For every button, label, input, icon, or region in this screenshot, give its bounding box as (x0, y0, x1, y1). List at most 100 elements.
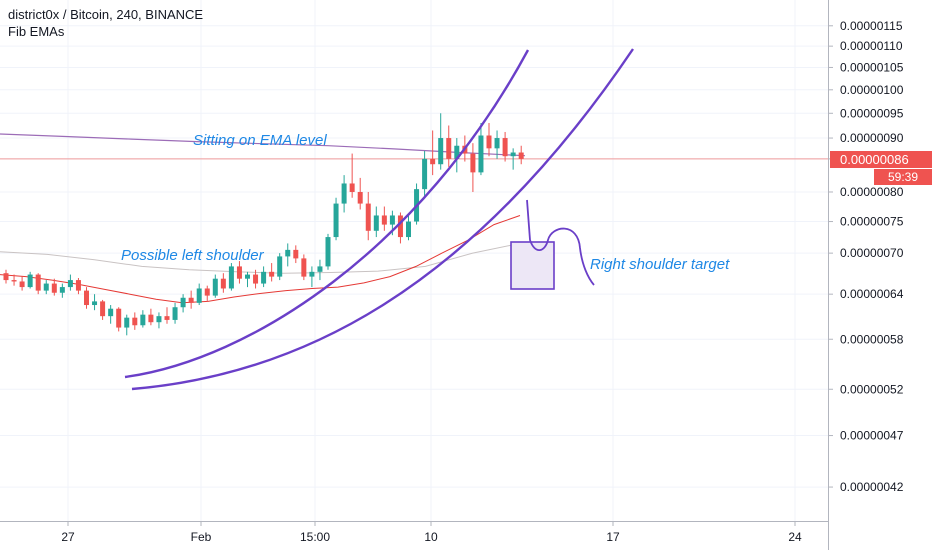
candle-body (285, 249, 291, 257)
candle-body (397, 215, 403, 238)
candle (156, 312, 162, 329)
candle-body (220, 278, 226, 289)
candle-body (148, 314, 154, 323)
upper-parabolic-curve[interactable] (124, 49, 530, 379)
candle (269, 263, 275, 282)
candle-body (188, 297, 194, 303)
candle (84, 287, 89, 309)
candle-body (518, 152, 524, 159)
candle-body (486, 135, 492, 149)
candle (3, 269, 9, 284)
y-tick-label: 0.00000070 (840, 246, 904, 260)
y-tick-label: 0.00000100 (840, 83, 904, 97)
candle (454, 138, 460, 173)
candle-body (261, 271, 267, 284)
candle-body (373, 215, 379, 231)
candle (478, 123, 484, 176)
candlesticks (3, 113, 524, 336)
candle-body (59, 287, 65, 293)
candle-body (212, 278, 218, 296)
candle-body (325, 237, 331, 267)
candle-body (164, 316, 170, 320)
candle-body (341, 183, 347, 204)
candle-body (116, 308, 122, 328)
candle-body (236, 266, 242, 279)
current-price-label: 0.00000086 (830, 150, 932, 168)
projected-path[interactable] (526, 199, 595, 286)
candle (349, 153, 355, 198)
indicator-title: Fib EMAs (8, 24, 65, 39)
x-tick-label: 15:00 (300, 530, 330, 544)
annotation-left-shoulder: Possible left shoulder (121, 247, 264, 264)
candle (253, 269, 259, 289)
candle (11, 274, 17, 286)
candle-body (35, 274, 41, 291)
ema-purple-line (0, 133, 526, 157)
candle-body (269, 271, 275, 277)
candle-body (51, 283, 57, 293)
right-shoulder-target-box[interactable] (510, 241, 555, 290)
candle-body (156, 316, 162, 323)
candle-body (502, 138, 508, 157)
candle-body (277, 256, 283, 277)
candle-body (92, 301, 98, 306)
candle (277, 253, 283, 281)
candle (333, 197, 339, 241)
candle (301, 254, 307, 281)
ema-gray-line (0, 242, 521, 274)
y-tick-label: 0.00000110 (840, 39, 903, 53)
candle (494, 130, 500, 159)
candle-body (349, 183, 355, 192)
candle (27, 271, 33, 289)
candle-body (478, 135, 484, 173)
candle-body (180, 297, 186, 308)
candle (446, 125, 452, 167)
candle (285, 243, 291, 267)
candle (422, 150, 428, 198)
candle (212, 274, 218, 298)
candle (124, 314, 130, 336)
y-tick-label: 0.00000052 (840, 382, 904, 396)
candle-body (43, 283, 49, 291)
candle-body (100, 301, 106, 317)
y-tick-label: 0.00000090 (840, 131, 904, 145)
y-tick-label: 0.00000058 (840, 332, 904, 346)
candle-body (196, 288, 202, 303)
candle-body (309, 271, 315, 277)
candle-body (204, 288, 210, 296)
candle (381, 206, 387, 231)
candle (132, 312, 138, 330)
candle (75, 278, 81, 295)
candle-body (27, 274, 33, 288)
candle (19, 276, 25, 291)
x-tick-label: 17 (606, 530, 620, 544)
candle (518, 145, 524, 165)
candle (164, 307, 170, 324)
candle (406, 215, 411, 241)
candle-body (357, 191, 363, 204)
candle-body (430, 158, 436, 165)
lower-parabolic-curve[interactable] (131, 48, 634, 391)
candle (510, 148, 516, 170)
candle (204, 285, 210, 302)
candle-body (301, 258, 307, 277)
candle-body (365, 203, 371, 231)
ema-red-line (0, 215, 521, 304)
candle-body (454, 145, 460, 159)
candle (51, 278, 57, 296)
y-tick-label: 0.00000047 (840, 429, 904, 443)
candle-body (124, 317, 130, 328)
candle-body (406, 221, 411, 238)
candle (67, 274, 73, 291)
candle (486, 123, 492, 157)
candle (108, 305, 114, 324)
candle (188, 290, 194, 309)
candle-body (446, 138, 452, 159)
candle-body (494, 138, 500, 149)
x-tick-label: Feb (191, 530, 212, 544)
drawings[interactable] (124, 48, 634, 391)
y-tick-label: 0.00000080 (840, 185, 904, 199)
candle-body (67, 280, 73, 288)
candle (236, 261, 242, 284)
